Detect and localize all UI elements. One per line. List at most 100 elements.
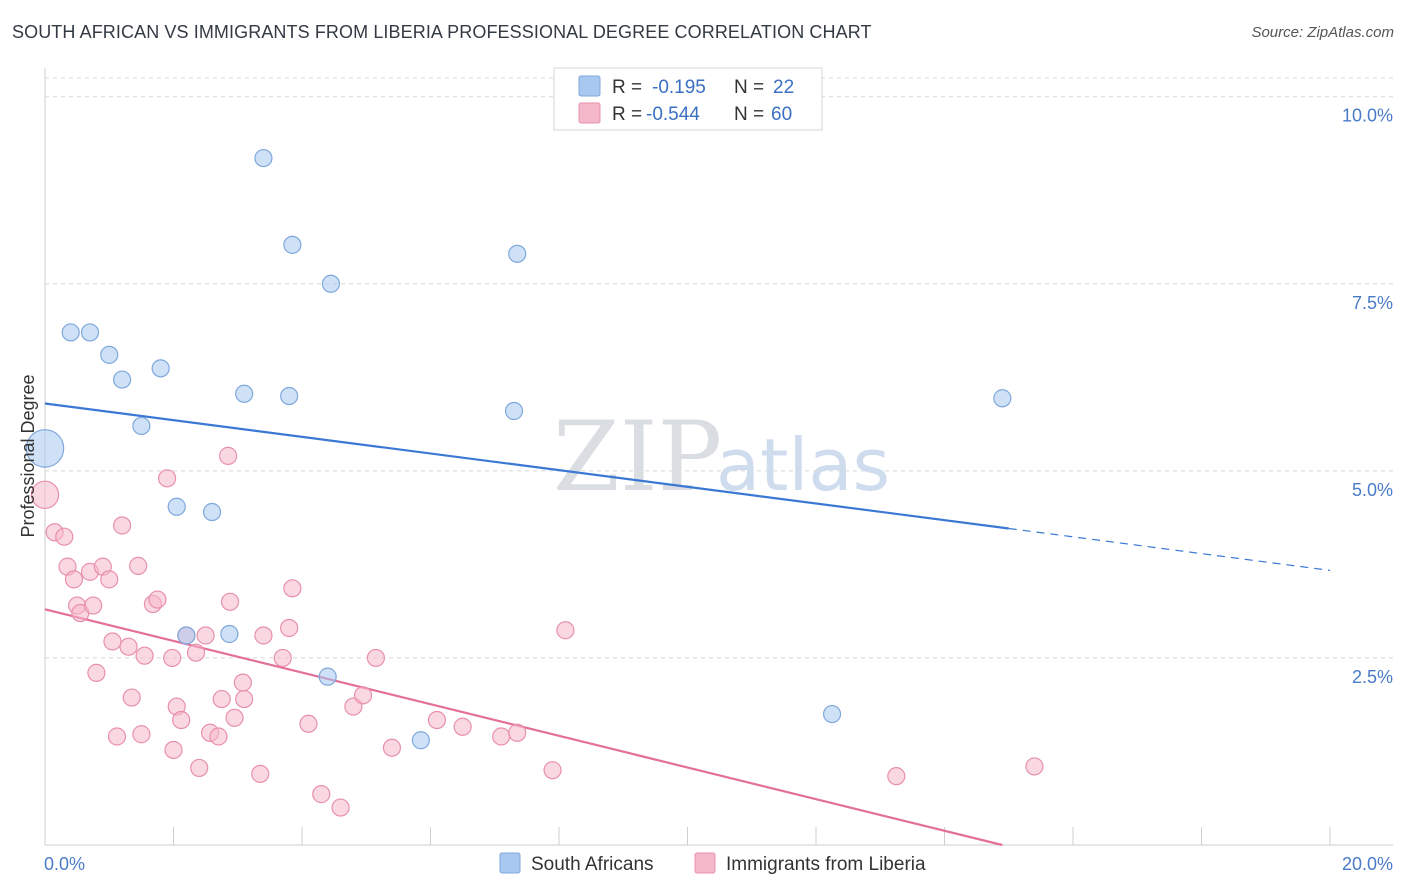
scatter-point-pink bbox=[492, 727, 511, 746]
y-tick-label: 7.5% bbox=[1352, 293, 1393, 313]
scatter-point-pink bbox=[122, 688, 141, 707]
scatter-point-pink bbox=[132, 725, 151, 744]
scatter-point-pink bbox=[251, 764, 270, 784]
scatter-point-blue bbox=[822, 704, 842, 724]
legend-swatch-liberia bbox=[694, 852, 716, 874]
x-tick-label-max: 20.0% bbox=[1342, 854, 1393, 874]
scatter-point-pink bbox=[103, 632, 122, 651]
scatter-point-pink bbox=[382, 738, 402, 757]
scatter-point-pink bbox=[273, 648, 292, 668]
y-tick-label: 2.5% bbox=[1352, 667, 1393, 687]
trend-line-extension-blue bbox=[1008, 527, 1331, 571]
scatter-point-blue bbox=[80, 323, 100, 342]
y-axis-label: Professional Degree bbox=[18, 374, 38, 537]
watermark-atlas: atlas bbox=[716, 423, 890, 507]
watermark: ZIP atlas bbox=[553, 401, 890, 513]
watermark-zip: ZIP bbox=[553, 401, 722, 513]
scatter-point-blue bbox=[61, 323, 80, 342]
scatter-point-pink bbox=[366, 648, 385, 668]
scatter-point-blue bbox=[993, 389, 1012, 408]
stats-n-value-2: 60 bbox=[771, 104, 792, 125]
scatter-point-pink bbox=[220, 592, 240, 611]
trend-line-blue bbox=[44, 402, 1009, 530]
scatter-point-blue bbox=[254, 148, 273, 168]
scatter-point-blue bbox=[25, 429, 65, 468]
stats-r-label-1: R = bbox=[612, 77, 642, 98]
scatter-point-blue bbox=[220, 624, 239, 644]
stats-r-label-2: R = bbox=[612, 104, 642, 125]
scatter-point-pink bbox=[148, 590, 167, 609]
scatter-point-blue bbox=[202, 502, 222, 522]
grid-layer bbox=[45, 77, 1393, 659]
scatter-point-pink bbox=[353, 686, 373, 705]
scatter-point-blue bbox=[508, 244, 527, 263]
y-tick-label: 10.0% bbox=[1342, 106, 1393, 126]
scatter-point-pink bbox=[283, 579, 302, 598]
axis-layer: 2.5% 5.0% 7.5% 10.0% bbox=[44, 68, 1393, 846]
scatter-point-pink bbox=[209, 727, 228, 746]
scatter-point-blue bbox=[235, 384, 254, 403]
scatter-point-pink bbox=[225, 708, 244, 727]
scatter-point-pink bbox=[235, 689, 254, 709]
scatter-point-pink bbox=[212, 689, 231, 709]
scatter-point-pink bbox=[84, 596, 103, 615]
scatter-point-pink bbox=[543, 761, 562, 780]
scatter-point-pink bbox=[164, 740, 183, 760]
bottom-legend: South Africans Immigrants from Liberia bbox=[499, 852, 926, 875]
scatter-point-pink bbox=[427, 710, 447, 730]
scatter-point-blue bbox=[280, 386, 299, 406]
scatter-point-pink bbox=[299, 714, 318, 733]
scatter-point-blue bbox=[132, 416, 151, 436]
scatter-point-pink bbox=[556, 621, 575, 640]
scatter-point-pink bbox=[233, 673, 252, 692]
scatter-point-pink bbox=[172, 710, 191, 730]
legend-swatch-south-africans bbox=[499, 852, 521, 874]
scatter-point-pink bbox=[100, 570, 119, 589]
x-tick-label-min: 0.0% bbox=[44, 854, 85, 874]
stats-n-value-1: 22 bbox=[773, 77, 794, 98]
scatter-point-pink bbox=[1025, 757, 1044, 776]
scatter-point-pink bbox=[219, 446, 238, 465]
scatter-point-pink bbox=[129, 556, 148, 575]
chart-title: SOUTH AFRICAN VS IMMIGRANTS FROM LIBERIA… bbox=[12, 22, 872, 42]
scatter-point-pink bbox=[87, 663, 106, 682]
scatter-point-blue bbox=[504, 401, 524, 421]
stats-legend-swatch-pink bbox=[578, 102, 601, 124]
stats-n-label-1: N = bbox=[734, 77, 764, 98]
scatter-point-pink bbox=[157, 469, 177, 488]
scatter-point-pink bbox=[453, 717, 472, 736]
scatter-point-pink bbox=[196, 626, 215, 645]
scatter-point-blue bbox=[100, 345, 119, 364]
y-tick-label: 5.0% bbox=[1352, 480, 1393, 500]
scatter-point-blue bbox=[411, 731, 430, 750]
scatter-point-pink bbox=[331, 798, 350, 817]
scatter-point-pink bbox=[135, 646, 154, 665]
stats-n-label-2: N = bbox=[734, 104, 764, 125]
stats-legend: R = -0.195 N = 22 R = -0.544 N = 60 bbox=[553, 67, 823, 131]
scatter-point-pink bbox=[190, 758, 209, 778]
scatter-point-pink bbox=[887, 767, 906, 786]
scatter-point-blue bbox=[318, 667, 337, 686]
chart-source: Source: ZipAtlas.com bbox=[1251, 24, 1394, 41]
stats-legend-swatch-blue bbox=[578, 75, 601, 97]
scatter-point-pink bbox=[107, 727, 127, 746]
legend-label-south-africans: South Africans bbox=[531, 854, 654, 875]
scatter-point-pink bbox=[55, 527, 74, 546]
stats-r-value-1: -0.195 bbox=[652, 77, 706, 98]
scatter-point-blue bbox=[112, 370, 132, 389]
scatter-point-pink bbox=[112, 516, 132, 535]
stats-r-value-2: -0.544 bbox=[646, 104, 700, 125]
scatter-point-pink bbox=[163, 648, 182, 668]
point-layer bbox=[25, 148, 1044, 817]
scatter-point-blue bbox=[321, 274, 341, 293]
scatter-point-pink bbox=[186, 643, 206, 662]
scatter-point-pink bbox=[254, 626, 273, 645]
scatter-point-pink bbox=[119, 637, 138, 656]
scatter-point-pink bbox=[508, 723, 527, 742]
scatter-point-pink bbox=[30, 480, 60, 509]
scatter-point-blue bbox=[167, 497, 186, 516]
scatter-point-blue bbox=[151, 359, 170, 378]
legend-label-liberia: Immigrants from Liberia bbox=[726, 854, 926, 875]
scatter-point-pink bbox=[312, 785, 331, 804]
